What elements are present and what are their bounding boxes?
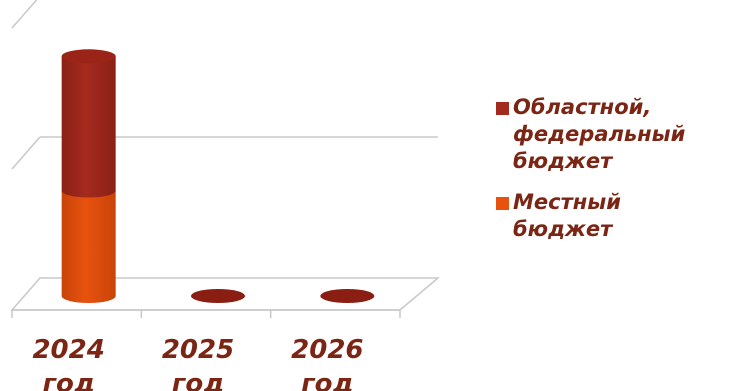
x-tick-label: год <box>301 369 353 391</box>
x-tick-label: год <box>42 369 94 391</box>
legend-item-local: Местный бюджет <box>496 189 732 243</box>
gridline-diagonal <box>11 0 38 29</box>
x-tick-label: 2024 <box>32 335 104 365</box>
chart-bars <box>61 49 375 303</box>
x-tick-label: 2025 <box>162 335 234 365</box>
x-tick-label: год <box>172 369 224 391</box>
bar-segment-local <box>61 190 116 303</box>
bar-zero-disc <box>191 289 245 303</box>
legend-label-regional-federal: Областной, федеральный бюджет <box>513 95 686 173</box>
legend-swatch-local <box>496 197 509 210</box>
chart-legend: Областной, федеральный бюджет Местный бю… <box>496 94 732 257</box>
legend-swatch-regional-federal <box>496 102 509 115</box>
x-axis-labels: 2024 год 2025 год 2026 год <box>32 335 363 391</box>
bar-top-cap <box>61 49 116 64</box>
legend-label-local: Местный бюджет <box>513 190 621 241</box>
legend-item-regional-federal: Областной, федеральный бюджет <box>496 94 732 175</box>
gridline-diagonal <box>11 136 41 170</box>
bar-segment-regional-federal <box>61 56 116 198</box>
bar-zero-disc <box>320 289 375 303</box>
x-tick-label: 2026 <box>291 335 363 365</box>
